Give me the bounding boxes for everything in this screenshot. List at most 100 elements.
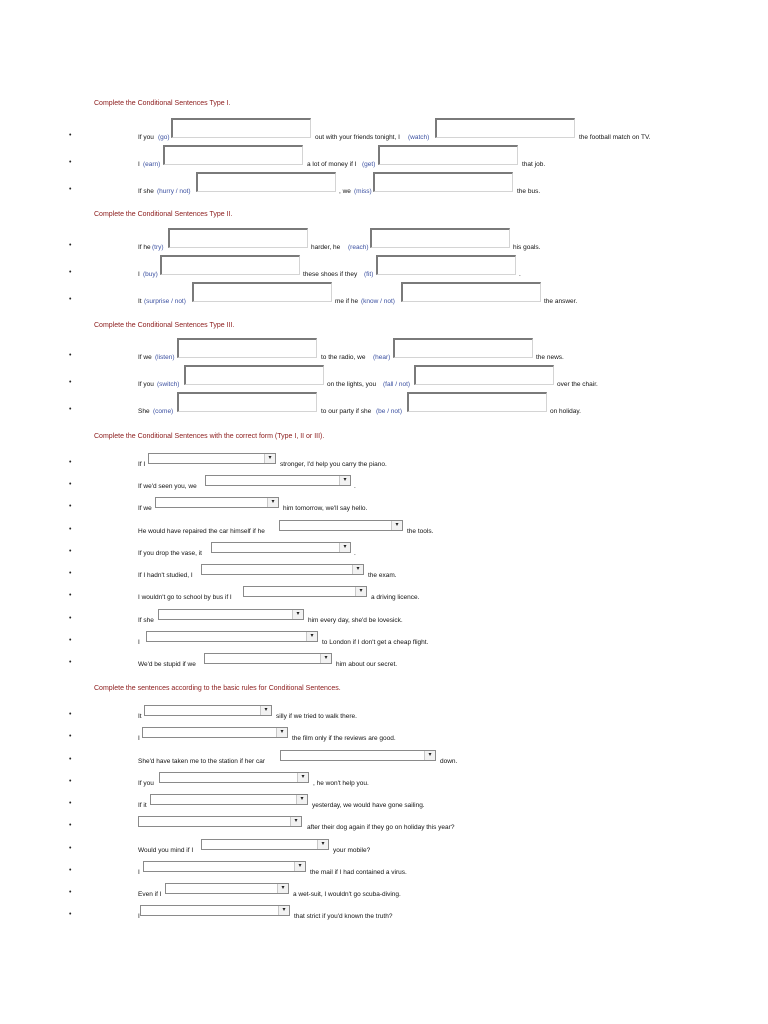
answer-input[interactable] [407, 392, 547, 412]
bullet-icon: • [69, 867, 72, 874]
chevron-down-icon: ▾ [277, 884, 288, 893]
sentence-text: the answer. [544, 298, 578, 305]
sentence-text: a driving licence. [371, 594, 420, 601]
answer-dropdown[interactable]: ▾ [146, 631, 318, 642]
exercise-row: • If you (switch) on the lights, you (fa… [0, 365, 768, 398]
sentence-text: on holiday. [550, 408, 581, 415]
answer-input[interactable] [192, 282, 332, 302]
section-heading-type-2: Complete the Conditional Sentences Type … [94, 211, 233, 218]
answer-dropdown[interactable]: ▾ [159, 772, 309, 783]
sentence-text: the football match on TV. [579, 134, 651, 141]
sentence-text: down. [440, 758, 458, 765]
answer-input[interactable] [401, 282, 541, 302]
verb-hint: (reach) [348, 244, 369, 251]
exercise-row: • I ▾ that strict if you'd known the tru… [0, 905, 768, 935]
answer-dropdown[interactable]: ▾ [204, 653, 332, 664]
exercise-row: • If he (try) harder, he (reach) his goa… [0, 228, 768, 261]
verb-hint: (be / not) [376, 408, 403, 415]
exercise-row: • If you ▾ , he won't help you. [0, 772, 768, 802]
exercise-row: • I ▾ the mail if I had contained a viru… [0, 861, 768, 891]
exercise-row: • I (buy) these shoes if they (fit) . [0, 255, 768, 288]
answer-input[interactable] [370, 228, 510, 248]
chevron-down-icon: ▾ [294, 862, 305, 871]
sentence-text: She'd have taken me to the station if he… [138, 758, 265, 765]
answer-input[interactable] [171, 118, 311, 138]
answer-dropdown[interactable]: ▾ [205, 475, 351, 486]
exercise-row: • It (surprise / not) me if he (know / n… [0, 282, 768, 315]
answer-input[interactable] [373, 172, 513, 192]
answer-input[interactable] [160, 255, 300, 275]
answer-dropdown[interactable]: ▾ [143, 861, 306, 872]
bullet-icon: • [69, 659, 72, 666]
answer-dropdown[interactable]: ▾ [243, 586, 367, 597]
chevron-down-icon: ▾ [320, 654, 331, 663]
sentence-text: silly if we tried to walk there. [276, 713, 357, 720]
answer-dropdown[interactable]: ▾ [144, 705, 272, 716]
section-heading-type-3: Complete the Conditional Sentences Type … [94, 322, 235, 329]
answer-dropdown[interactable]: ▾ [138, 816, 302, 827]
answer-dropdown[interactable]: ▾ [280, 750, 436, 761]
answer-dropdown[interactable]: ▾ [140, 905, 290, 916]
sentence-text: If he [138, 244, 151, 251]
answer-input[interactable] [414, 365, 554, 385]
answer-input[interactable] [376, 255, 516, 275]
exercise-row: • She'd have taken me to the station if … [0, 750, 768, 780]
sentence-text: If we [138, 505, 152, 512]
sentence-text: I [138, 271, 140, 278]
answer-dropdown[interactable]: ▾ [148, 453, 276, 464]
answer-dropdown[interactable]: ▾ [150, 794, 308, 805]
answer-dropdown[interactable]: ▾ [201, 839, 329, 850]
answer-dropdown[interactable]: ▾ [201, 564, 364, 575]
answer-input[interactable] [168, 228, 308, 248]
bullet-icon: • [69, 822, 72, 829]
sentence-text: to the radio, we [321, 354, 366, 361]
bullet-icon: • [69, 296, 72, 303]
answer-input[interactable] [196, 172, 336, 192]
verb-hint: (hurry / not) [157, 188, 191, 195]
sentence-text: the news. [536, 354, 564, 361]
exercise-row: • If we'd seen you, we ▾ . [0, 475, 768, 505]
exercise-row: • If you drop the vase, it ▾ . [0, 542, 768, 572]
exercise-row: • If she (hurry / not) , we (miss) the b… [0, 172, 768, 205]
sentence-text: . [354, 483, 356, 490]
chevron-down-icon: ▾ [317, 840, 328, 849]
bullet-icon: • [69, 459, 72, 466]
sentence-text: If I [138, 461, 146, 468]
answer-dropdown[interactable]: ▾ [155, 497, 279, 508]
bullet-icon: • [69, 406, 72, 413]
sentence-text: If she [138, 617, 154, 624]
sentence-text: If I hadn't studied, I [138, 572, 193, 579]
answer-input[interactable] [177, 392, 317, 412]
bullet-icon: • [69, 889, 72, 896]
sentence-text: the tools. [407, 528, 434, 535]
exercise-row: • I wouldn't go to school by bus if I ▾ … [0, 586, 768, 616]
bullet-icon: • [69, 756, 72, 763]
answer-dropdown[interactable]: ▾ [158, 609, 304, 620]
answer-input[interactable] [378, 145, 518, 165]
chevron-down-icon: ▾ [297, 773, 308, 782]
sentence-text: me if he [335, 298, 359, 305]
answer-input[interactable] [184, 365, 324, 385]
bullet-icon: • [69, 778, 72, 785]
sentence-text: a wet-suit, I wouldn't go scuba-diving. [293, 891, 401, 898]
bullet-icon: • [69, 800, 72, 807]
answer-dropdown[interactable]: ▾ [279, 520, 403, 531]
sentence-text: the mail if I had contained a virus. [310, 869, 407, 876]
answer-input[interactable] [393, 338, 533, 358]
sentence-text: He would have repaired the car himself i… [138, 528, 265, 535]
answer-dropdown[interactable]: ▾ [142, 727, 288, 738]
chevron-down-icon: ▾ [260, 706, 271, 715]
answer-input[interactable] [163, 145, 303, 165]
chevron-down-icon: ▾ [339, 543, 350, 552]
exercise-row: • If we ▾ him tomorrow, we'll say hello. [0, 497, 768, 527]
chevron-down-icon: ▾ [339, 476, 350, 485]
answer-input[interactable] [435, 118, 575, 138]
answer-input[interactable] [177, 338, 317, 358]
answer-dropdown[interactable]: ▾ [165, 883, 289, 894]
sentence-text: him about our secret. [336, 661, 398, 668]
answer-dropdown[interactable]: ▾ [211, 542, 351, 553]
bullet-icon: • [69, 242, 72, 249]
sentence-text: the bus. [517, 188, 541, 195]
chevron-down-icon: ▾ [352, 565, 363, 574]
exercise-row: • If we (listen) to the radio, we (hear)… [0, 338, 768, 371]
